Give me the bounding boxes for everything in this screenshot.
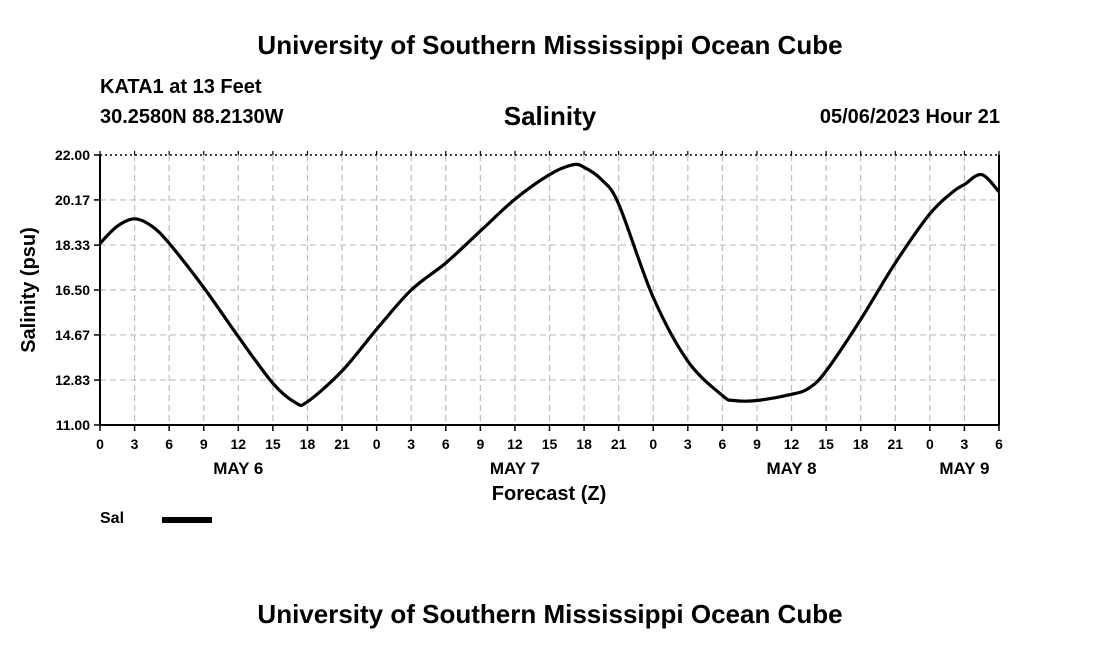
y-tick-label: 14.67	[55, 327, 90, 343]
x-tick-label: 15	[265, 436, 281, 452]
date-label: MAY 7	[490, 459, 540, 478]
y-tick-label: 20.17	[55, 192, 90, 208]
y-tick-label: 12.83	[55, 372, 90, 388]
x-axis-label: Forecast (Z)	[492, 483, 606, 505]
legend-label: Sal	[100, 510, 125, 527]
x-tick-label: 0	[96, 436, 104, 452]
x-tick-label: 3	[961, 436, 969, 452]
y-tick-label: 11.00	[56, 417, 90, 433]
series-line-sal	[98, 162, 1001, 408]
y-tick-label: 16.50	[55, 282, 90, 298]
station-name: KATA1 at 13 Feet	[100, 76, 262, 98]
forecast-datetime: 05/06/2023 Hour 21	[819, 106, 1000, 128]
x-tick-label: 21	[334, 436, 350, 452]
x-tick-label: 3	[131, 436, 139, 452]
x-tick-label: 15	[542, 436, 558, 452]
x-tick-label: 12	[784, 436, 800, 452]
x-tick-label: 18	[576, 436, 592, 452]
y-axis-label: Salinity (psu)	[18, 227, 40, 353]
axes: 0 3 6 9 12 15 18 21 0 3 6 9 12 15 18 21 0 3 6 9 12 15 18 21 0 3 6 2…	[55, 147, 1003, 478]
x-tick-label: 0	[649, 436, 657, 452]
x-tick-label: 0	[926, 436, 934, 452]
x-tick-label: 12	[507, 436, 523, 452]
date-label: MAY 8	[766, 459, 816, 478]
grid	[100, 155, 999, 425]
x-tick-label: 9	[200, 436, 208, 452]
x-tick-label: 6	[995, 436, 1003, 452]
x-tick-label: 3	[407, 436, 415, 452]
x-tick-label: 6	[442, 436, 450, 452]
date-label: MAY 6	[213, 459, 263, 478]
x-tick-label: 9	[753, 436, 761, 452]
x-tick-label: 21	[887, 436, 903, 452]
y-tick-label: 18.33	[55, 237, 90, 253]
date-label: MAY 9	[939, 459, 989, 478]
x-tick-label: 6	[718, 436, 726, 452]
x-tick-label: 15	[818, 436, 834, 452]
x-tick-label: 18	[853, 436, 869, 452]
x-tick-label: 12	[231, 436, 247, 452]
x-tick-label: 21	[611, 436, 627, 452]
page-title: University of Southern Mississippi Ocean…	[257, 30, 843, 60]
x-tick-label: 3	[684, 436, 692, 452]
chart-title: Salinity	[503, 101, 597, 131]
series	[98, 162, 1001, 408]
x-tick-label: 0	[373, 436, 381, 452]
station-coordinates: 30.2580N 88.2130W	[100, 106, 284, 128]
x-tick-label: 9	[476, 436, 484, 452]
footer-title: University of Southern Mississippi Ocean…	[257, 599, 843, 629]
x-tick-label: 18	[300, 436, 316, 452]
x-tick-label: 6	[165, 436, 173, 452]
y-tick-label: 22.00	[55, 147, 90, 163]
legend-swatch	[162, 517, 212, 523]
